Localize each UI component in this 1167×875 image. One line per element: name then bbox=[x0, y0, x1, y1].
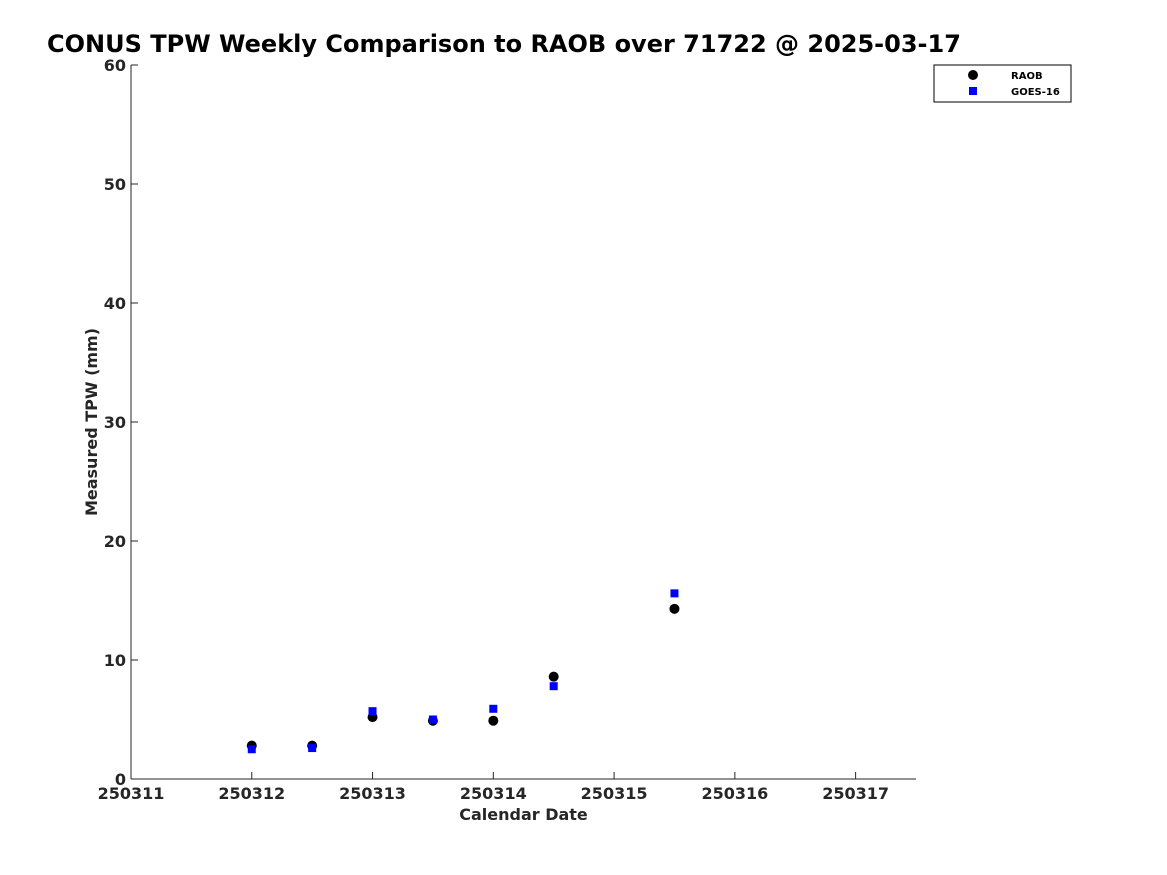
point-goes-16 bbox=[489, 704, 498, 713]
chart-title: CONUS TPW Weekly Comparison to RAOB over… bbox=[47, 30, 961, 58]
x-tick-label: 250311 bbox=[98, 784, 165, 803]
x-tick-label: 250316 bbox=[701, 784, 768, 803]
point-goes-16 bbox=[428, 715, 437, 724]
legend-marker bbox=[969, 87, 977, 95]
point-raob bbox=[669, 603, 680, 614]
point-raob bbox=[488, 715, 499, 726]
legend-marker bbox=[968, 70, 978, 80]
y-axis-label: Measured TPW (mm) bbox=[82, 328, 101, 516]
y-tick-label: 30 bbox=[104, 413, 126, 432]
x-tick-label: 250315 bbox=[581, 784, 648, 803]
point-goes-16 bbox=[308, 744, 317, 753]
point-goes-16 bbox=[549, 682, 558, 691]
x-tick-label: 250313 bbox=[339, 784, 406, 803]
point-goes-16 bbox=[247, 745, 256, 754]
x-tick-label: 250312 bbox=[218, 784, 285, 803]
point-raob bbox=[548, 671, 559, 682]
legend-box bbox=[933, 64, 1072, 103]
legend-label: RAOB bbox=[1011, 71, 1043, 82]
x-axis-label: Calendar Date bbox=[459, 805, 588, 824]
data-points bbox=[246, 589, 680, 754]
y-axis-ticks: 0 10 20 30 40 50 60 bbox=[104, 56, 138, 789]
legend-label: GOES-16 bbox=[1011, 87, 1060, 98]
x-tick-label: 250317 bbox=[822, 784, 889, 803]
x-axis-ticks: 250311 250312 250313 250314 250315 250316 2503… bbox=[98, 772, 889, 803]
y-tick-label: 50 bbox=[104, 175, 126, 194]
axes bbox=[130, 65, 916, 780]
legend: RAOB GOES-16 bbox=[933, 64, 1072, 103]
y-tick-label: 60 bbox=[104, 56, 126, 75]
point-goes-16 bbox=[670, 589, 679, 598]
y-tick-label: 20 bbox=[104, 532, 126, 551]
y-tick-label: 40 bbox=[104, 294, 126, 313]
x-tick-label: 250314 bbox=[460, 784, 527, 803]
y-tick-label: 0 bbox=[115, 770, 126, 789]
point-goes-16 bbox=[368, 707, 377, 716]
y-tick-label: 10 bbox=[104, 651, 126, 670]
